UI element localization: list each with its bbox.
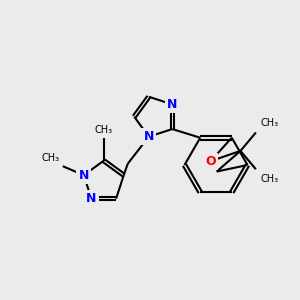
Text: CH₃: CH₃: [260, 118, 278, 128]
Text: CH₃: CH₃: [42, 153, 60, 163]
Text: CH₃: CH₃: [95, 125, 113, 135]
Text: N: N: [167, 98, 177, 111]
Text: CH₃: CH₃: [260, 174, 278, 184]
Text: N: N: [86, 192, 97, 205]
Text: O: O: [206, 154, 216, 168]
Text: N: N: [79, 169, 89, 182]
Text: N: N: [144, 130, 154, 143]
